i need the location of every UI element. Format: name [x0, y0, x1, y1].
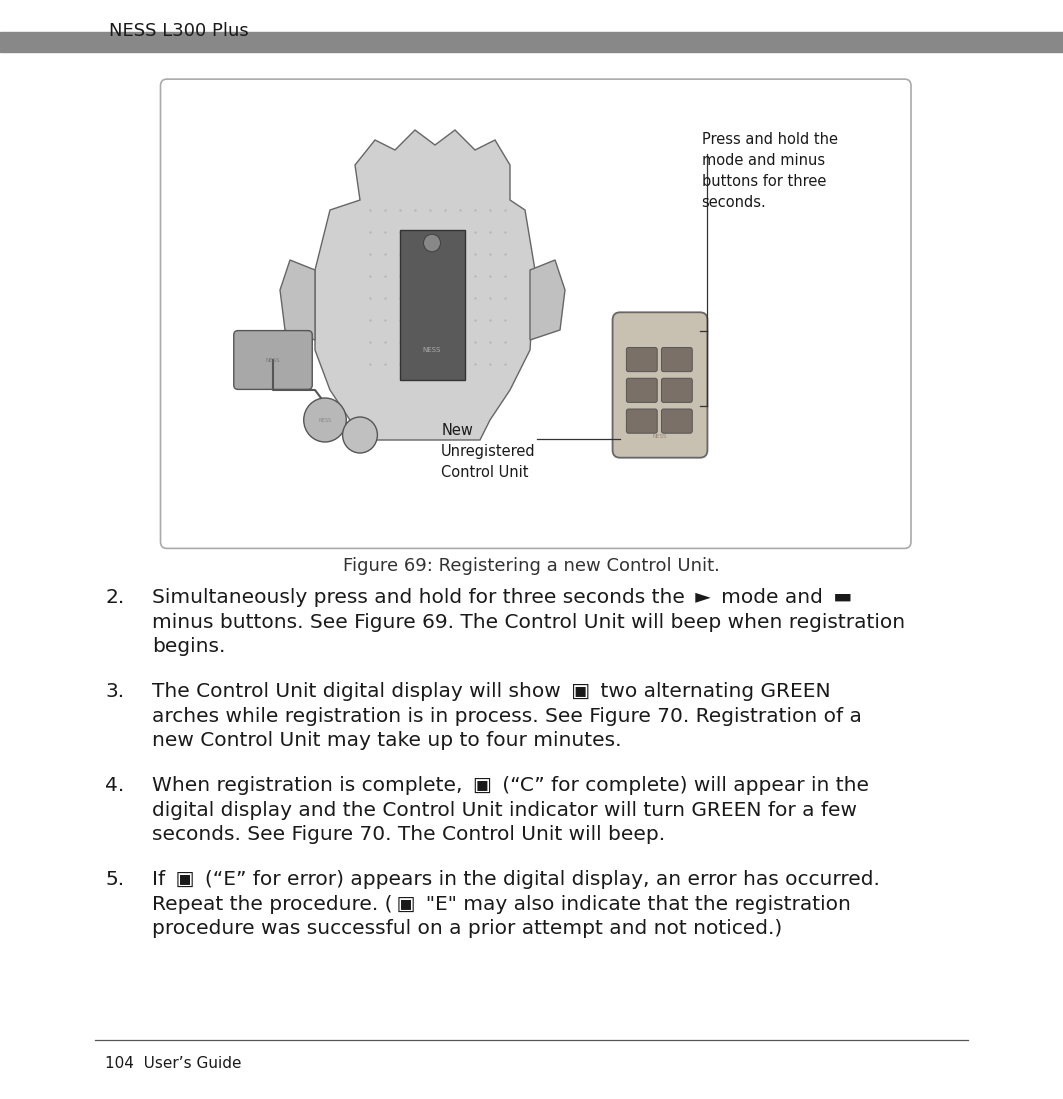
Text: NESS: NESS [423, 347, 441, 353]
Text: 3.: 3. [105, 681, 124, 701]
FancyBboxPatch shape [626, 409, 657, 433]
Text: 104  User’s Guide: 104 User’s Guide [105, 1056, 241, 1072]
Text: 5.: 5. [105, 870, 124, 889]
Text: Press and hold the
mode and minus
buttons for three
seconds.: Press and hold the mode and minus button… [702, 132, 838, 210]
Polygon shape [280, 260, 315, 340]
Text: begins.: begins. [152, 637, 225, 656]
Text: digital display and the Control Unit indicator will turn GREEN for a few: digital display and the Control Unit ind… [152, 800, 857, 820]
FancyBboxPatch shape [161, 79, 911, 548]
Circle shape [304, 398, 347, 442]
Text: Simultaneously press and hold for three seconds the  ►  mode and  ▬: Simultaneously press and hold for three … [152, 588, 853, 607]
FancyBboxPatch shape [234, 331, 313, 389]
Text: When registration is complete,  ▣  (“C” for complete) will appear in the: When registration is complete, ▣ (“C” fo… [152, 776, 870, 795]
Text: Figure 69: Registering a new Control Unit.: Figure 69: Registering a new Control Uni… [343, 557, 720, 575]
Bar [400, 230, 465, 380]
Text: arches while registration is in process. See Figure 70. Registration of a: arches while registration is in process.… [152, 707, 862, 725]
Circle shape [342, 417, 377, 453]
FancyBboxPatch shape [661, 347, 692, 371]
Text: minus buttons. See Figure 69. The Control Unit will beep when registration: minus buttons. See Figure 69. The Contro… [152, 613, 905, 632]
Text: Repeat the procedure. ( ▣  "E" may also indicate that the registration: Repeat the procedure. ( ▣ "E" may also i… [152, 895, 850, 913]
Text: NESS: NESS [653, 434, 668, 440]
Polygon shape [530, 260, 566, 340]
FancyBboxPatch shape [661, 378, 692, 402]
Text: NESS: NESS [266, 357, 281, 363]
Text: 4.: 4. [105, 776, 124, 795]
Text: NESS: NESS [319, 418, 332, 422]
Text: new Control Unit may take up to four minutes.: new Control Unit may take up to four min… [152, 732, 622, 751]
Bar [0, 32, 1063, 52]
FancyBboxPatch shape [612, 312, 708, 457]
FancyBboxPatch shape [626, 378, 657, 402]
Text: If  ▣  (“E” for error) appears in the digital display, an error has occurred.: If ▣ (“E” for error) appears in the digi… [152, 870, 880, 889]
Polygon shape [315, 130, 535, 440]
FancyBboxPatch shape [626, 347, 657, 371]
Text: seconds. See Figure 70. The Control Unit will beep.: seconds. See Figure 70. The Control Unit… [152, 825, 665, 844]
Text: The Control Unit digital display will show  ▣  two alternating GREEN: The Control Unit digital display will sh… [152, 681, 830, 701]
Text: New
Unregistered
Control Unit: New Unregistered Control Unit [441, 423, 536, 480]
Circle shape [423, 234, 440, 252]
Text: procedure was successful on a prior attempt and not noticed.): procedure was successful on a prior atte… [152, 919, 782, 939]
Text: 2.: 2. [105, 588, 124, 607]
Text: NESS L300 Plus: NESS L300 Plus [109, 22, 249, 40]
FancyBboxPatch shape [661, 409, 692, 433]
